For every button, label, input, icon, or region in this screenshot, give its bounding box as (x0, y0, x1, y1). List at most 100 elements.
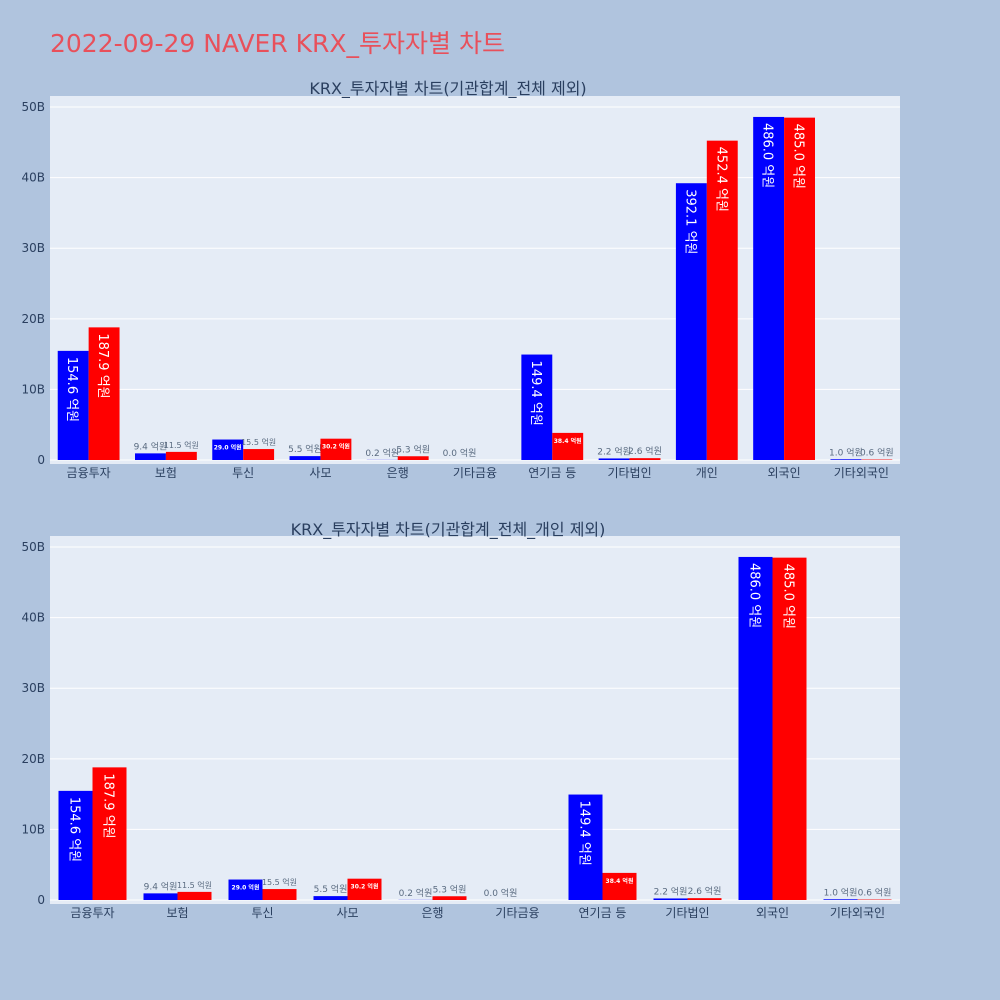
bar-sell (397, 456, 429, 460)
bar-value-label: 485.0 억원 (791, 124, 806, 189)
bar-value-label: 392.1 억원 (682, 189, 697, 254)
bar-sell (602, 872, 637, 900)
bar-buy (135, 453, 166, 460)
x-tick-label: 은행 (387, 465, 409, 480)
y-tick-label: 20B (21, 312, 45, 326)
bar-sell (347, 878, 382, 900)
bar-buy (823, 899, 858, 900)
x-tick-label: 사모 (309, 466, 331, 480)
bar-sell (177, 891, 212, 900)
bar-value-label: 9.4 억원 (134, 440, 168, 452)
bar-value-label: 149.4 억원 (577, 801, 592, 866)
x-tick-label: 사모 (336, 906, 358, 920)
bar-value-label: 38.4 억원 (606, 877, 634, 885)
x-tick-label: 기타금융 (453, 466, 497, 480)
bar-buy (228, 879, 263, 900)
chart-title: KRX_투자자별 차트(기관합계_전체_개인 제외) (291, 520, 606, 540)
bar-sell (552, 432, 584, 460)
bar-buy (313, 896, 348, 900)
bar-value-label: 15.5 억원 (262, 877, 297, 887)
x-tick-label: 연기금 등 (528, 466, 576, 480)
bar-buy (653, 898, 688, 900)
bar-buy (675, 183, 707, 461)
x-tick-label: 보험 (155, 466, 177, 480)
bar-buy (289, 456, 321, 460)
x-tick-label: 투신 (251, 906, 273, 920)
chart-title: KRX_투자자별 차트(기관합계_전체 제외) (309, 79, 586, 99)
bar-buy (57, 350, 89, 460)
y-tick-label: 20B (21, 752, 45, 766)
bar-value-label: 486.0 억원 (747, 563, 762, 628)
bar-sell (629, 458, 661, 460)
x-tick-label: 기타외국인 (834, 466, 889, 480)
bar-value-label: 452.4 억원 (713, 147, 728, 212)
bar-value-label: 38.4 억원 (554, 437, 582, 445)
bar-value-label: 9.4 억원 (144, 880, 178, 892)
bar-buy (568, 794, 603, 900)
bar-value-label: 2.6 억원 (628, 445, 662, 457)
bar-value-label: 1.0 억원 (829, 446, 863, 458)
bar-sell (706, 140, 738, 461)
bar-value-label: 30.2 억원 (351, 883, 379, 891)
y-tick-label: 40B (21, 171, 45, 185)
bar-sell (784, 117, 815, 460)
bar-sell (262, 889, 297, 900)
bar-value-label: 0.2 억원 (399, 887, 433, 899)
x-tick-label: 외국인 (756, 906, 789, 920)
bar-buy (521, 354, 553, 460)
bar-value-label: 0.2 억원 (365, 447, 399, 459)
bar-buy (212, 439, 244, 460)
bar-value-label: 5.5 억원 (288, 443, 322, 455)
x-tick-label: 기타외국인 (830, 906, 885, 920)
bar-value-label: 187.9 억원 (101, 773, 116, 838)
bar-value-label: 2.2 억원 (654, 885, 688, 897)
bar-buy (58, 790, 93, 900)
bar-value-label: 5.3 억원 (396, 443, 430, 455)
bar-buy (753, 116, 785, 461)
bar-sell (92, 767, 127, 900)
bar-value-label: 0.6 억원 (860, 447, 894, 459)
bar-value-label: 0.0 억원 (443, 447, 477, 459)
y-tick-label: 40B (21, 611, 45, 625)
bar-buy (830, 459, 862, 460)
y-tick-label: 50B (21, 540, 45, 554)
bar-value-label: 154.6 억원 (64, 357, 79, 422)
x-tick-label: 연기금 등 (579, 906, 627, 920)
bar-value-label: 0.6 억원 (858, 887, 892, 899)
bar-value-label: 29.0 억원 (232, 884, 260, 892)
chart-bottom: 0 10B 20B 30B 40B 50B KRX_투자자별 차트(기관합계_전체_개인 제… (21, 520, 900, 920)
y-tick-label: 0 (37, 453, 45, 467)
x-tick-label: 기타금융 (495, 906, 539, 920)
bar-value-label: 2.6 억원 (688, 885, 722, 897)
x-tick-label: 외국인 (768, 466, 801, 480)
bar-sell (687, 898, 722, 900)
y-tick-label: 10B (21, 822, 45, 836)
bar-sell (320, 438, 352, 460)
x-tick-label: 개인 (696, 466, 718, 480)
bar-buy (143, 893, 178, 900)
bar-sell (772, 557, 807, 900)
bar-value-label: 30.2 억원 (322, 443, 350, 451)
x-tick-label: 기타법인 (607, 466, 651, 480)
bar-value-label: 29.0 억원 (214, 444, 242, 452)
bar-value-label: 149.4 억원 (528, 361, 543, 426)
x-tick-label: 금융투자 (67, 466, 111, 480)
bar-buy (598, 458, 630, 460)
x-tick-label: 보험 (166, 906, 188, 920)
bar-value-label: 154.6 억원 (67, 797, 82, 862)
y-tick-label: 50B (21, 100, 45, 114)
bar-value-label: 15.5 억원 (241, 437, 276, 447)
bar-buy (738, 556, 773, 900)
bar-sell (88, 327, 120, 460)
y-tick-label: 0 (37, 893, 45, 907)
bar-sell (432, 896, 467, 900)
bar-value-label: 11.5 억원 (177, 880, 212, 890)
bar-value-label: 11.5 억원 (164, 440, 199, 450)
bar-value-label: 0.0 억원 (484, 887, 518, 899)
x-tick-label: 기타법인 (665, 906, 709, 920)
bar-value-label: 187.9 억원 (95, 333, 110, 398)
bar-sell (165, 451, 197, 460)
bar-value-label: 485.0 억원 (781, 564, 796, 629)
page-title: 2022-09-29 NAVER KRX_투자자별 차트 (50, 29, 505, 58)
